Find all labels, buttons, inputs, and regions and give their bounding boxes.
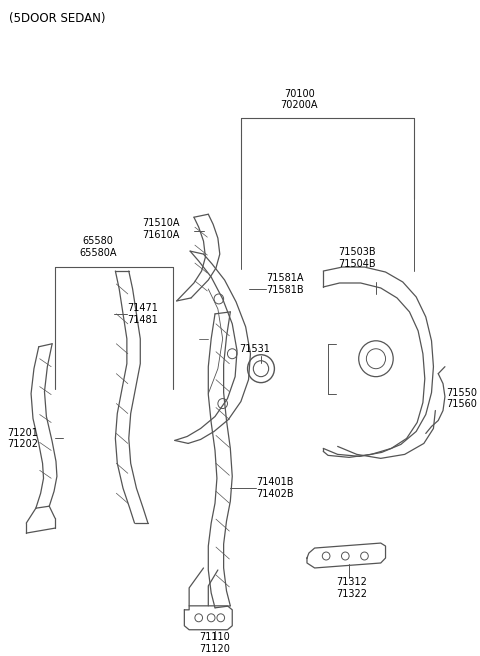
Text: 71201
71202: 71201 71202	[7, 428, 38, 449]
Text: (5DOOR SEDAN): (5DOOR SEDAN)	[9, 12, 106, 25]
Text: 71581A
71581B: 71581A 71581B	[266, 273, 303, 295]
Text: 71401B
71402B: 71401B 71402B	[256, 478, 294, 499]
Text: 71531: 71531	[239, 344, 270, 354]
Text: 70100
70200A: 70100 70200A	[281, 89, 318, 110]
Text: 71312
71322: 71312 71322	[336, 577, 368, 599]
Text: 71550
71560: 71550 71560	[446, 388, 477, 409]
Text: 71471
71481: 71471 71481	[127, 303, 158, 325]
Text: 65580
65580A: 65580 65580A	[79, 236, 117, 258]
Text: 71110
71120: 71110 71120	[200, 632, 230, 653]
Text: 71510A
71610A: 71510A 71610A	[142, 218, 180, 240]
Text: 71503B
71504B: 71503B 71504B	[338, 247, 376, 269]
